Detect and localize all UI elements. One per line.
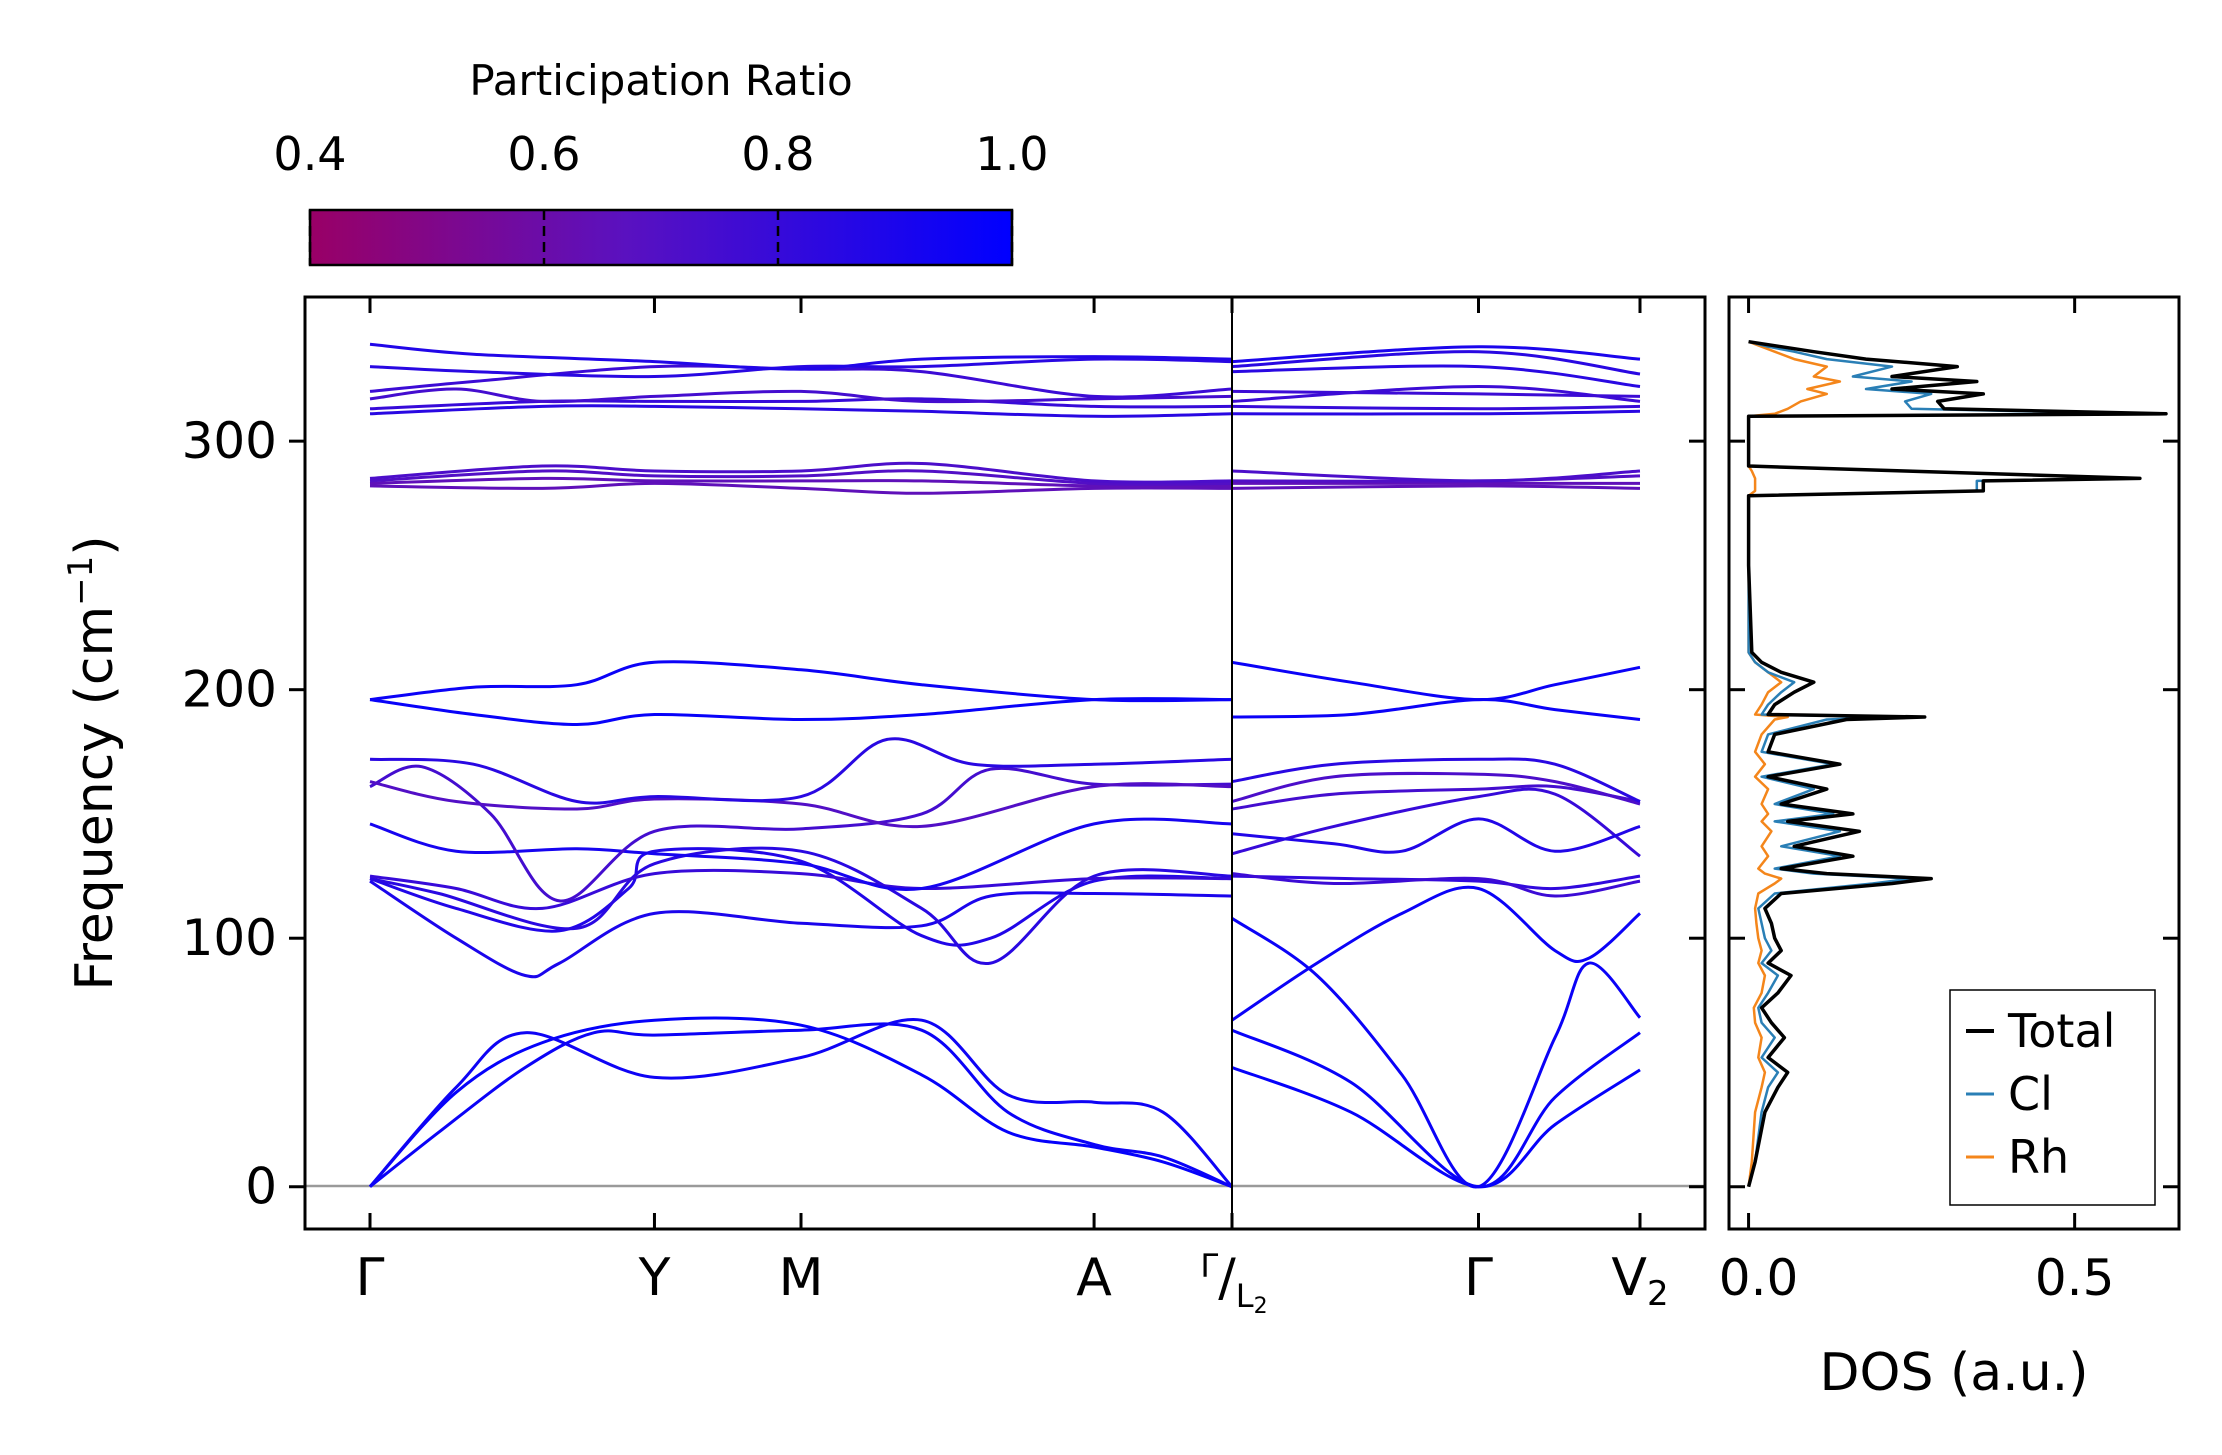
y-tick-label: 200 <box>182 661 277 719</box>
dos-x-tick-label: 0.5 <box>2035 1249 2115 1307</box>
band-line-31 <box>1232 817 1641 854</box>
kpoint-label-main: M <box>779 1248 824 1308</box>
dos-axes-frame <box>1727 295 2181 1231</box>
legend-items: Total Cl Rh <box>1966 1004 2115 1184</box>
band-line-34 <box>1232 757 1641 803</box>
band-line-3 <box>368 1017 1232 1188</box>
band-line-37 <box>1232 484 1641 490</box>
band-line-27 <box>1232 917 1642 1189</box>
band-line-28 <box>1232 874 1641 891</box>
kpoint-label: Y <box>638 1248 671 1308</box>
kpoint-label: Γ <box>356 1248 385 1308</box>
band-axes-frame <box>303 295 1707 1231</box>
colorbar-gradient <box>308 208 1014 267</box>
colorbar-tick-label: 0.6 <box>507 127 580 181</box>
dos-legend: Total Cl Rh <box>1949 989 2156 1206</box>
dos-line-cl <box>1747 340 2142 1188</box>
band-line-33 <box>1232 771 1641 806</box>
colorbar-title: Participation Ratio <box>469 56 852 105</box>
dos-x-tick-label: 0.0 <box>1719 1249 1799 1307</box>
band-line-29 <box>1232 872 1641 898</box>
band-line-22 <box>369 357 1232 379</box>
band-line-20 <box>369 387 1232 404</box>
dos-line-rh <box>1747 340 1842 1187</box>
band-line-14 <box>369 481 1232 495</box>
dos-ticks: 0.0 0.5 <box>1719 297 2115 1307</box>
band-line-8 <box>369 817 1232 892</box>
band-line-24 <box>1232 1066 1641 1189</box>
band-line-35 <box>1232 698 1641 721</box>
y-axis-label-close: ) <box>65 535 125 555</box>
band-line-30 <box>1232 787 1641 858</box>
legend-label-rh: Rh <box>2008 1130 2069 1184</box>
kpoint-label-sub: 2 <box>1647 1274 1669 1314</box>
band-line-18 <box>369 404 1232 418</box>
y-tick-label: 100 <box>182 909 277 967</box>
band-line-40 <box>1232 469 1641 483</box>
band-line-10 <box>369 780 1232 829</box>
kpoint-ticks: Γ Y M A Γ/L2 Γ V2 <box>356 297 1669 1319</box>
kpoint-label-part: L <box>1236 1277 1254 1315</box>
band-line-13 <box>369 660 1232 703</box>
kpoint-label: A <box>1076 1248 1112 1308</box>
band-line-6 <box>369 846 1232 965</box>
dos-x-axis-label: DOS (a.u.) <box>1820 1343 2089 1403</box>
colorbar-ticks: 0.4 0.6 0.8 1.0 <box>273 127 1049 265</box>
kpoint-label: V2 <box>1611 1248 1668 1314</box>
colorbar-tick-label: 0.4 <box>273 127 346 181</box>
legend-box <box>1949 989 2156 1206</box>
band-line-23 <box>369 342 1232 371</box>
band-line-45 <box>1232 364 1641 388</box>
band-line-12 <box>369 696 1232 727</box>
colorbar-tick-label: 0.8 <box>741 127 814 181</box>
colorbar-tick-label: 1.0 <box>975 127 1048 181</box>
kpoint-label-slash: / <box>1218 1248 1236 1308</box>
band-line-17 <box>369 461 1232 484</box>
kpoint-label-part: Γ <box>1200 1247 1218 1285</box>
legend-label-total: Total <box>2007 1004 2115 1058</box>
phonon-bands <box>368 342 1642 1189</box>
kpoint-label-main: Γ <box>356 1248 385 1308</box>
band-line-47 <box>1232 345 1641 364</box>
band-line-15 <box>369 476 1232 488</box>
band-line-7 <box>369 868 1232 911</box>
band-line-44 <box>1232 389 1641 398</box>
kpoint-label: Γ <box>1464 1248 1493 1308</box>
kpoint-label: M <box>779 1248 824 1308</box>
band-line-4 <box>369 879 1232 979</box>
y-tick-label: 300 <box>182 412 277 470</box>
kpoint-label-sub: 2 <box>1254 1294 1268 1319</box>
y-axis-label-text: Frequency (cm <box>65 606 125 991</box>
y-axis-label-sup: −1 <box>61 556 101 606</box>
band-line-41 <box>1232 409 1641 416</box>
band-line-36 <box>1232 660 1641 702</box>
band-line-16 <box>369 469 1232 486</box>
band-line-11 <box>369 737 1232 805</box>
dos-curves <box>1746 339 2168 1188</box>
kpoint-label-main: A <box>1076 1248 1112 1308</box>
kpoint-label: Γ/L2 <box>1200 1247 1267 1319</box>
band-line-46 <box>1232 350 1641 376</box>
band-line-42 <box>1232 404 1641 411</box>
band-line-5 <box>369 847 1232 947</box>
band-line-32 <box>1232 784 1641 811</box>
kpoint-label-main: Y <box>638 1248 671 1308</box>
y-tick-label: 0 <box>245 1158 277 1216</box>
dos-panel: 0.0 0.5 DOS (a.u.) Total Cl Rh <box>1719 295 2181 1403</box>
colorbar: Participation Ratio 0.4 0.6 0.8 1.0 <box>273 56 1049 267</box>
dos-line-total <box>1746 339 2168 1188</box>
kpoint-label-main: Γ <box>1464 1248 1493 1308</box>
band-line-1 <box>368 1016 1232 1189</box>
band-y-ticks: 0 100 200 300 <box>182 412 2179 1216</box>
band-line-26 <box>1232 885 1641 1022</box>
band-line-2 <box>369 1022 1232 1189</box>
legend-label-cl: Cl <box>2008 1067 2053 1121</box>
kpoint-label-main: V <box>1611 1248 1647 1308</box>
y-axis-label: Frequency (cm−1) <box>61 535 125 990</box>
